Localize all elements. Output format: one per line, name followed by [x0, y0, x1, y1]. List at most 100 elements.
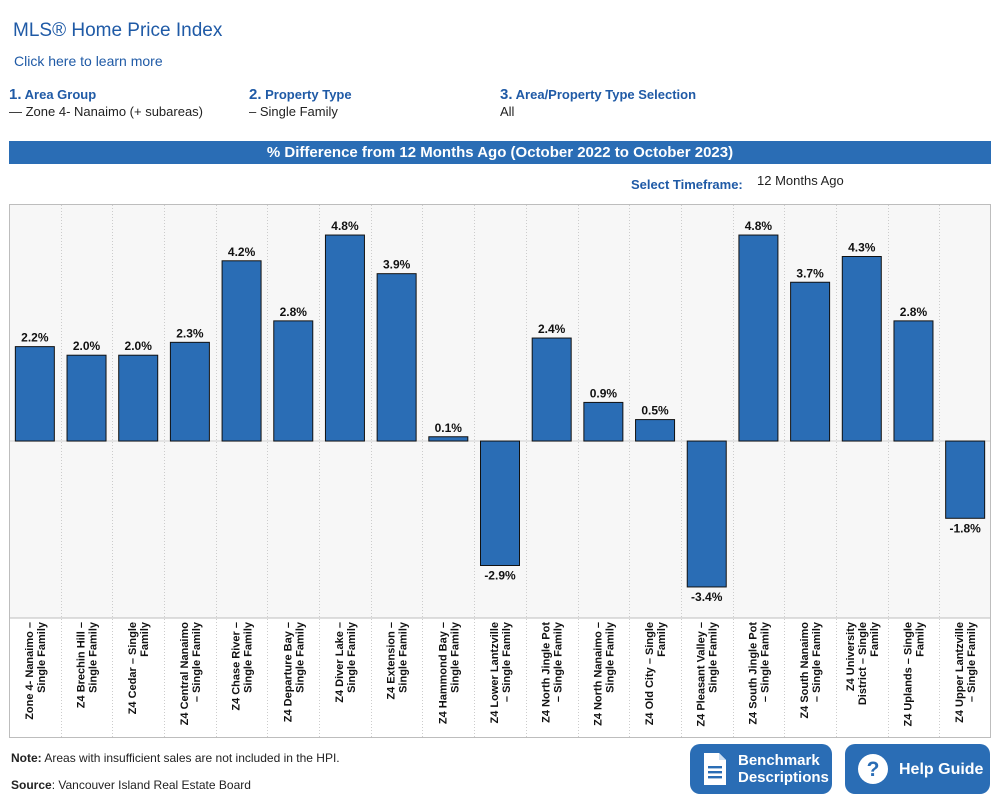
footer-note: Note: Areas with insufficient sales are … — [11, 751, 340, 765]
svg-text:?: ? — [867, 758, 880, 781]
bar[interactable] — [531, 337, 572, 442]
step-value: – Single Family — [249, 104, 338, 119]
category-label: Z4 Chase River –Single Family — [231, 621, 255, 711]
bar[interactable] — [273, 320, 314, 442]
step-label: Property Type — [265, 87, 352, 102]
category-label-line: Z4 Cedar – Single — [127, 622, 139, 714]
category-label-line: Z4 North Jingle Pot — [541, 622, 553, 723]
bar[interactable] — [169, 341, 210, 442]
category-label-line: Z4 Upper Lantzville — [954, 622, 966, 723]
benchmark-descriptions-button[interactable]: Benchmark Descriptions — [690, 744, 832, 794]
bar[interactable] — [221, 260, 262, 442]
category-label-line: Z4 Brechin Hill – — [76, 622, 88, 708]
bar[interactable] — [14, 346, 55, 442]
category-label-line: Z4 South Jingle Pot — [747, 622, 759, 725]
benchmark-label: Benchmark Descriptions — [738, 752, 829, 786]
bar[interactable] — [635, 419, 676, 442]
category-label-line: – Single Family — [811, 621, 823, 702]
category-label-line: Z4 Uplands – Single — [902, 622, 914, 727]
bar[interactable] — [893, 320, 934, 442]
step-number: 3. — [500, 86, 513, 103]
data-label: 3.7% — [796, 266, 824, 280]
data-label: 4.3% — [848, 241, 876, 255]
document-icon — [704, 753, 726, 785]
step-label: Area/Property Type Selection — [515, 87, 697, 102]
bar[interactable] — [738, 234, 779, 442]
category-label-line: – Single Family — [553, 621, 565, 702]
data-label: 2.3% — [176, 326, 204, 340]
category-label-line: Single Family — [449, 621, 461, 693]
category-label-line: – Single Family — [966, 621, 978, 702]
category-label-line: Single Family — [294, 621, 306, 693]
data-label: 2.8% — [280, 305, 308, 319]
step-value: All — [500, 104, 515, 119]
category-label-line: Family — [139, 621, 151, 657]
category-label: Z4 Upper Lantzville– Single Family — [954, 621, 978, 723]
category-label-line: Z4 University — [845, 621, 857, 691]
bar[interactable] — [686, 440, 727, 588]
bar[interactable] — [480, 440, 520, 567]
data-label: 2.0% — [125, 339, 153, 353]
data-label: 2.2% — [21, 331, 49, 345]
category-label-line: Z4 Departure Bay – — [282, 622, 294, 722]
category-label-line: Z4 Central Nanaimo — [179, 622, 191, 726]
bar[interactable] — [945, 440, 986, 519]
category-label-line: Z4 Diver Lake – — [334, 622, 346, 703]
bar[interactable] — [841, 256, 882, 442]
data-label: 3.9% — [383, 258, 411, 272]
category-label: Z4 Old City – SingleFamily — [644, 621, 668, 725]
category-label-line: Z4 Old City – Single — [644, 622, 656, 725]
category-label-line: Single Family — [708, 621, 720, 693]
bar[interactable] — [118, 354, 159, 442]
bar[interactable] — [428, 436, 469, 442]
page-title: MLS® Home Price Index — [13, 20, 223, 41]
step-property-type[interactable]: 2. Property Type – Single Family — [249, 86, 352, 119]
category-label-line: – Single Family — [191, 621, 203, 702]
category-label-line: Family — [656, 621, 668, 657]
category-label-line: Z4 North Nanaimo – — [592, 622, 604, 726]
step-area-property-selection[interactable]: 3. Area/Property Type Selection All — [500, 86, 696, 119]
timeframe-select[interactable]: 12 Months Ago — [757, 173, 844, 188]
category-label-line: Z4 Lower Lantzville — [489, 622, 501, 723]
category-label: Z4 Uplands – SingleFamily — [902, 621, 926, 726]
bar[interactable] — [66, 354, 107, 442]
category-label: Z4 Diver Lake –Single Family — [334, 621, 358, 703]
data-label: 2.8% — [900, 305, 928, 319]
data-label: 4.8% — [745, 219, 773, 233]
help-guide-button[interactable]: ? Help Guide — [845, 744, 990, 794]
data-label: 0.1% — [435, 421, 463, 435]
data-label: 2.0% — [73, 339, 101, 353]
category-label: Z4 South Nanaimo– Single Family — [799, 621, 823, 718]
category-label: Z4 North Nanaimo –Single Family — [592, 621, 616, 726]
data-label: -3.4% — [691, 590, 723, 604]
category-label: Z4 Extension –Single Family — [386, 621, 410, 700]
step-number: 2. — [249, 86, 262, 103]
category-label-line: Z4 Hammond Bay – — [437, 622, 449, 724]
category-label: Z4 Cedar – SingleFamily — [127, 621, 151, 714]
bar[interactable] — [324, 234, 365, 442]
chart-banner: % Difference from 12 Months Ago (October… — [9, 141, 991, 164]
category-label-line: Family — [914, 621, 926, 657]
category-label: Z4 UniversityDistrict – SingleFamily — [845, 621, 881, 705]
data-label: 4.8% — [331, 219, 359, 233]
question-icon: ? — [858, 754, 888, 784]
category-label-line: – Single Family — [501, 621, 513, 702]
bar[interactable] — [376, 273, 417, 442]
category-label-band — [10, 618, 990, 737]
note-text: Areas with insufficient sales are not in… — [41, 751, 340, 765]
learn-more-link[interactable]: Click here to learn more — [14, 53, 163, 69]
category-label-line: Single Family — [604, 621, 616, 693]
bar[interactable] — [790, 281, 831, 442]
source-text: : Vancouver Island Real Estate Board — [51, 778, 251, 792]
benchmark-line-2: Descriptions — [738, 769, 829, 786]
category-label-line: Single Family — [243, 621, 255, 693]
bar[interactable] — [583, 401, 624, 442]
data-label: 4.2% — [228, 245, 256, 259]
step-area-group[interactable]: 1. Area Group — Zone 4- Nanaimo (+ subar… — [9, 86, 203, 119]
benchmark-line-1: Benchmark — [738, 752, 820, 769]
data-label: -2.9% — [484, 569, 516, 583]
category-label-line: Single Family — [88, 621, 100, 693]
category-label-line: – Single Family — [759, 621, 771, 702]
data-label: 2.4% — [538, 322, 566, 336]
step-value: — Zone 4- Nanaimo (+ subareas) — [9, 104, 204, 119]
